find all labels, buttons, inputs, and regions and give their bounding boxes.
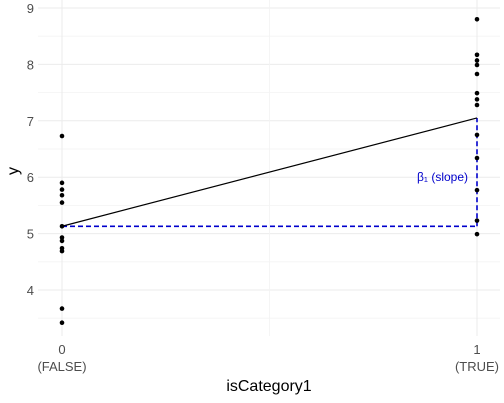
y-tick-label: 5 [27,227,34,242]
x-tick-sublabel: (FALSE) [37,359,86,374]
data-point [60,187,65,192]
data-point [60,134,65,139]
annotations: β₁ (slope) [417,170,468,184]
y-tick-label: 4 [27,283,34,298]
grid [38,0,500,336]
data-point [60,239,65,244]
x-axis-ticks: 0 (FALSE) 1 (TRUE) [37,342,499,374]
data-point [475,63,480,68]
data-point [60,200,65,205]
data-point [60,249,65,254]
data-point [60,306,65,311]
x-tick-sublabel: (TRUE) [455,359,499,374]
y-axis-ticks: 4 5 6 7 8 9 [27,1,34,298]
data-point [475,58,480,63]
data-point [60,320,65,325]
data-point [475,188,480,193]
data-point [60,224,65,229]
x-tick-label: 1 [473,342,480,357]
data-point [475,97,480,102]
data-point [475,218,480,223]
data-point [475,72,480,77]
data-point [475,53,480,58]
slope-annotation: β₁ (slope) [417,170,468,184]
data-point [60,181,65,186]
y-tick-label: 6 [27,170,34,185]
data-point [475,133,480,138]
data-point [475,91,480,96]
data-point [60,193,65,198]
y-tick-label: 8 [27,57,34,72]
data-point [475,232,480,237]
x-tick-label: 0 [58,342,65,357]
data-point [475,156,480,161]
y-tick-label: 7 [27,114,34,129]
data-point [475,103,480,108]
x-axis-title: isCategory1 [226,378,311,395]
y-tick-label: 9 [27,1,34,16]
y-axis-title: y [5,167,22,175]
data-point [475,17,480,22]
